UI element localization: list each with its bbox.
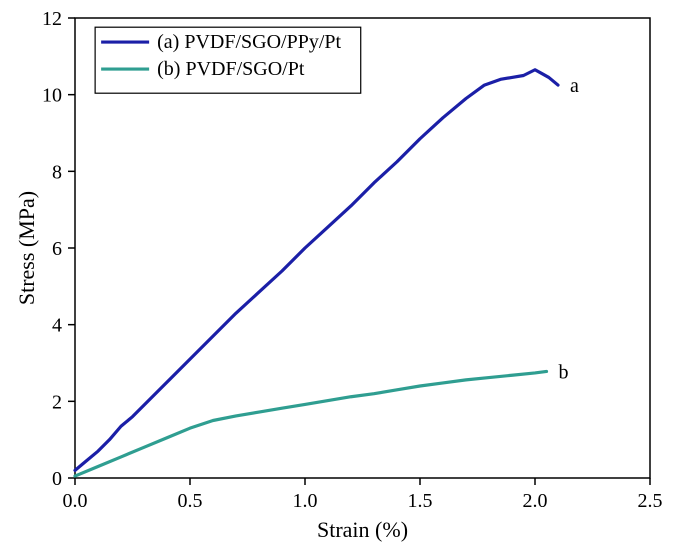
y-tick-label: 8	[52, 161, 62, 183]
y-tick-label: 4	[52, 315, 62, 337]
x-tick-label: 2.5	[638, 490, 663, 512]
series-end-label-a: a	[570, 75, 579, 97]
y-tick-label: 2	[52, 391, 62, 413]
stress-strain-chart: 0.0 0.5 1.0 1.5 2.0 2.5 Strain (%) 0 2 4 6 8 10 12 Str…	[0, 0, 685, 547]
x-tick-label: 0.5	[178, 490, 203, 512]
series-end-label-b: b	[559, 361, 569, 383]
legend: (a) PVDF/SGO/PPy/Pt (b) PVDF/SGO/Pt	[95, 27, 361, 93]
x-axis-label: Strain (%)	[317, 517, 408, 542]
y-tick-label: 6	[52, 238, 62, 260]
legend-label: (a) PVDF/SGO/PPy/Pt	[157, 31, 341, 53]
y-tick-label: 12	[42, 8, 62, 30]
y-tick-label: 0	[52, 468, 62, 490]
x-tick-label: 1.5	[408, 490, 433, 512]
y-tick-label: 10	[42, 85, 62, 107]
x-tick-label: 2.0	[523, 490, 548, 512]
x-tick-label: 0.0	[63, 490, 88, 512]
chart-svg: 0.0 0.5 1.0 1.5 2.0 2.5 Strain (%) 0 2 4 6 8 10 12 Str…	[0, 0, 685, 547]
legend-label: (b) PVDF/SGO/Pt	[157, 58, 305, 80]
y-axis-label: Stress (MPa)	[14, 191, 39, 305]
x-tick-label: 1.0	[293, 490, 318, 512]
